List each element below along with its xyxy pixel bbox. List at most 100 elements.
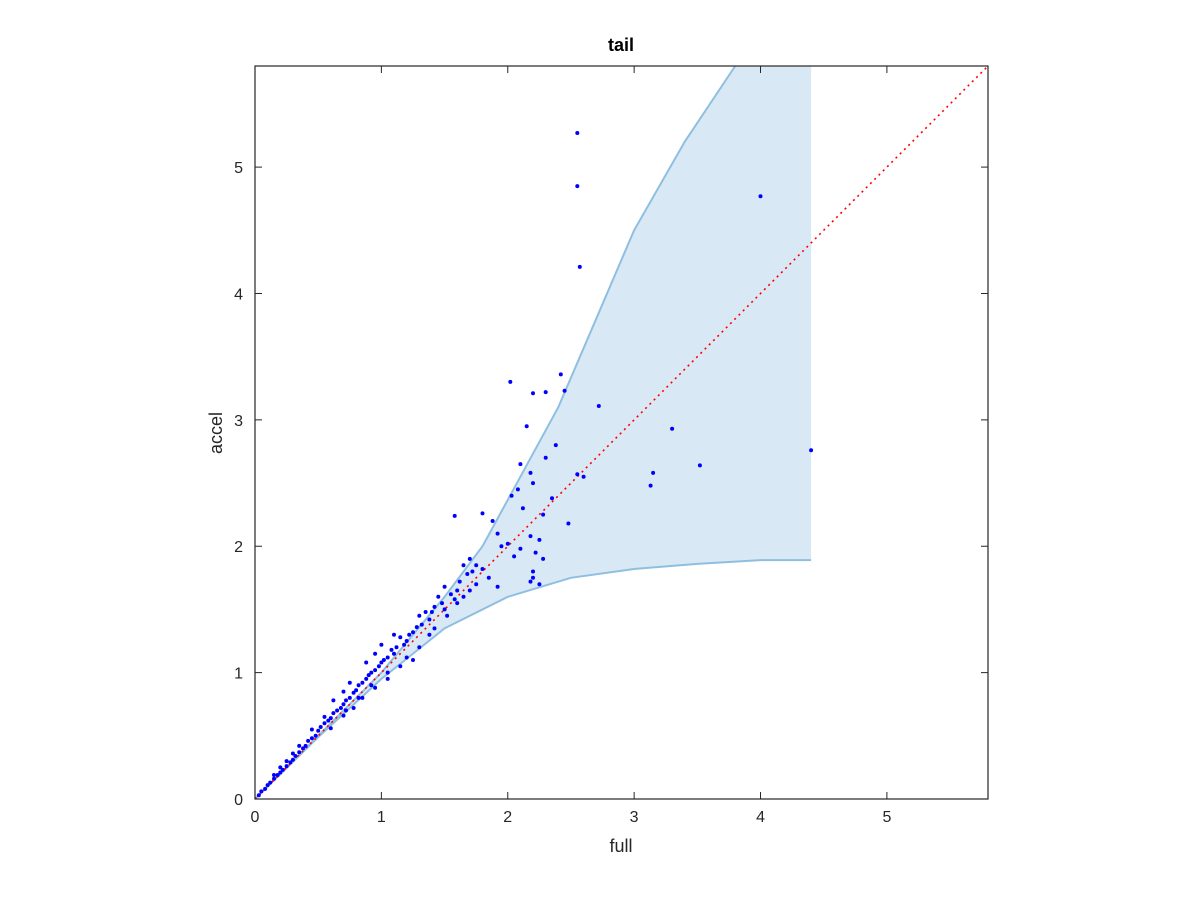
confidence-band (255, 66, 812, 799)
data-point (474, 563, 479, 568)
data-point (474, 582, 479, 587)
data-point (381, 658, 386, 662)
data-point (452, 597, 457, 602)
data-point (432, 604, 437, 609)
data-point (461, 594, 466, 599)
data-point (379, 660, 384, 665)
x-tick-label: 5 (882, 809, 891, 826)
data-point (360, 680, 365, 685)
data-point (385, 655, 390, 660)
data-point (284, 764, 289, 769)
data-point (392, 651, 396, 656)
data-point (272, 773, 276, 777)
data-point (427, 632, 432, 637)
data-point (290, 757, 295, 762)
data-point (436, 594, 441, 599)
data-point (318, 725, 323, 729)
data-point (467, 556, 472, 561)
data-point (301, 746, 305, 751)
data-point (480, 567, 485, 571)
data-point (328, 716, 333, 721)
data-point (651, 470, 656, 475)
data-point (575, 131, 580, 135)
data-point (288, 760, 293, 765)
data-point (293, 754, 298, 758)
data-point (303, 743, 308, 748)
data-point (272, 776, 276, 781)
data-point (278, 765, 283, 770)
data-point (465, 572, 470, 576)
data-point (297, 750, 302, 755)
data-point (275, 773, 280, 777)
data-point (398, 635, 403, 640)
points-layer (256, 131, 814, 798)
data-point (417, 645, 422, 650)
data-point (373, 668, 378, 673)
data-point (520, 506, 525, 511)
data-point (392, 632, 396, 637)
data-point (322, 714, 327, 719)
data-point (809, 448, 814, 453)
chart-title: tail (608, 35, 634, 55)
data-point (322, 721, 327, 726)
data-point (369, 670, 374, 675)
data-point (531, 391, 535, 396)
y-tick-label: 5 (234, 160, 243, 177)
data-point (509, 493, 514, 498)
data-point (280, 767, 285, 772)
data-point (515, 487, 520, 492)
data-point (490, 519, 495, 523)
data-point (404, 639, 409, 643)
x-tick-label: 1 (377, 809, 386, 826)
data-point (461, 563, 466, 568)
data-point (512, 554, 517, 559)
data-point (341, 689, 346, 694)
data-point (419, 622, 424, 627)
data-point (373, 685, 378, 690)
data-point (256, 793, 261, 798)
data-point (543, 390, 548, 395)
data-point (369, 683, 374, 688)
data-point (364, 676, 369, 681)
data-point (268, 780, 273, 785)
data-point (452, 513, 457, 518)
data-point (531, 481, 535, 486)
x-tick-label: 3 (630, 809, 639, 826)
data-point (338, 706, 343, 710)
y-tick-label: 4 (234, 286, 243, 303)
data-point (398, 664, 403, 669)
data-point (524, 424, 529, 429)
data-point (541, 512, 546, 517)
y-tick-label: 1 (234, 666, 243, 683)
data-point (518, 546, 523, 551)
data-point (562, 388, 567, 393)
band-lower-edge (254, 559, 812, 800)
data-point (278, 770, 283, 775)
data-point (528, 579, 533, 584)
data-point (440, 601, 444, 606)
data-point (379, 642, 384, 647)
data-point (263, 786, 268, 791)
data-point (533, 550, 538, 555)
data-point (429, 610, 434, 614)
data-point (670, 426, 675, 431)
data-point (448, 592, 453, 597)
data-point (404, 655, 409, 660)
data-point (347, 680, 352, 685)
data-point (394, 645, 399, 650)
data-point (541, 556, 546, 561)
y-axis-label: accel (206, 412, 226, 454)
data-point (550, 496, 554, 501)
data-point (328, 726, 333, 731)
data-point (326, 718, 331, 723)
data-point (411, 658, 415, 662)
data-point (411, 630, 415, 635)
data-point (528, 470, 533, 475)
data-point (331, 711, 336, 716)
y-tick-label: 3 (234, 413, 243, 430)
data-point (537, 537, 542, 542)
data-point (455, 588, 460, 593)
data-point (259, 789, 264, 794)
